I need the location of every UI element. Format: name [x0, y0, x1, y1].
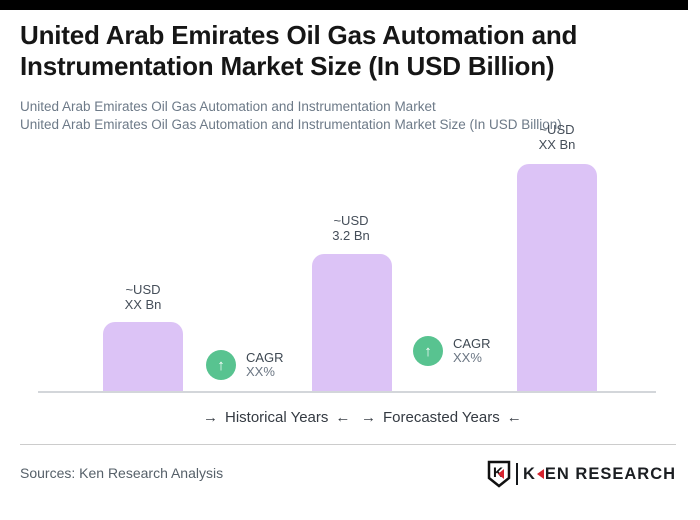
bar-value-label: ~USD XX Bn — [497, 122, 617, 152]
arrow-right-icon: → — [203, 409, 218, 426]
arrow-up-glyph: ↑ — [217, 356, 225, 374]
page-title-line2: Instrumentation Market Size (In USD Bill… — [20, 51, 555, 81]
bar2-value: 3.2 Bn — [332, 227, 370, 243]
forecasted-years-label: → Forecasted Years ← — [361, 409, 522, 426]
bar-forecast — [517, 164, 597, 391]
brand-rest: EN RESEARCH — [544, 464, 677, 483]
svg-text:K: K — [493, 464, 503, 480]
cagr-label: CAGR — [246, 350, 284, 365]
bar-historical — [103, 322, 183, 391]
x-axis-line — [38, 391, 656, 393]
ken-research-wordmark: K EN RESEARCH — [523, 465, 676, 484]
bar3-value-prefix: ~USD — [539, 122, 575, 137]
arrow-left-icon: ← — [506, 409, 522, 426]
sources-text: Sources: Ken Research Analysis — [20, 465, 224, 481]
bar3-value: XX Bn — [538, 136, 576, 152]
arrow-right-icon: → — [361, 409, 376, 426]
arrow-up-glyph: ↑ — [424, 342, 432, 360]
cagr-value: XX% — [246, 364, 275, 379]
bar-current — [312, 254, 392, 391]
forecasted-years-text: Forecasted Years — [383, 409, 500, 426]
bar2-value-prefix: ~USD — [333, 213, 369, 228]
ken-research-logo: K K EN RESEARCH — [487, 459, 676, 489]
top-header-bar — [0, 0, 688, 10]
subtitle-line2: United Arab Emirates Oil Gas Automation … — [20, 117, 562, 132]
arrow-up-icon: ↑ — [206, 350, 236, 380]
cagr-badge: CAGR XX% — [246, 351, 284, 379]
historical-years-label: → Historical Years ← — [203, 409, 350, 426]
bar-value-label: ~USD XX Bn — [83, 282, 203, 312]
logo-divider — [516, 463, 518, 485]
page-title-line1: United Arab Emirates Oil Gas Automation … — [20, 20, 578, 50]
bar-value-label: ~USD 3.2 Bn — [291, 213, 411, 243]
historical-years-text: Historical Years — [225, 409, 329, 426]
cagr-value: XX% — [453, 350, 482, 365]
cagr-label: CAGR — [453, 336, 491, 351]
cagr-badge: CAGR XX% — [453, 337, 491, 365]
bar1-value: XX Bn — [124, 296, 162, 312]
red-arrow-icon — [536, 469, 544, 479]
arrow-left-icon: ← — [335, 409, 351, 426]
bar1-value-prefix: ~USD — [125, 282, 161, 297]
page-title: United Arab Emirates Oil Gas Automation … — [20, 20, 635, 82]
ken-research-shield-icon: K — [487, 460, 511, 488]
footer-divider — [20, 444, 676, 445]
subtitle-line1: United Arab Emirates Oil Gas Automation … — [20, 99, 436, 114]
arrow-up-icon: ↑ — [413, 336, 443, 366]
brand-letter-k: K — [523, 464, 536, 483]
